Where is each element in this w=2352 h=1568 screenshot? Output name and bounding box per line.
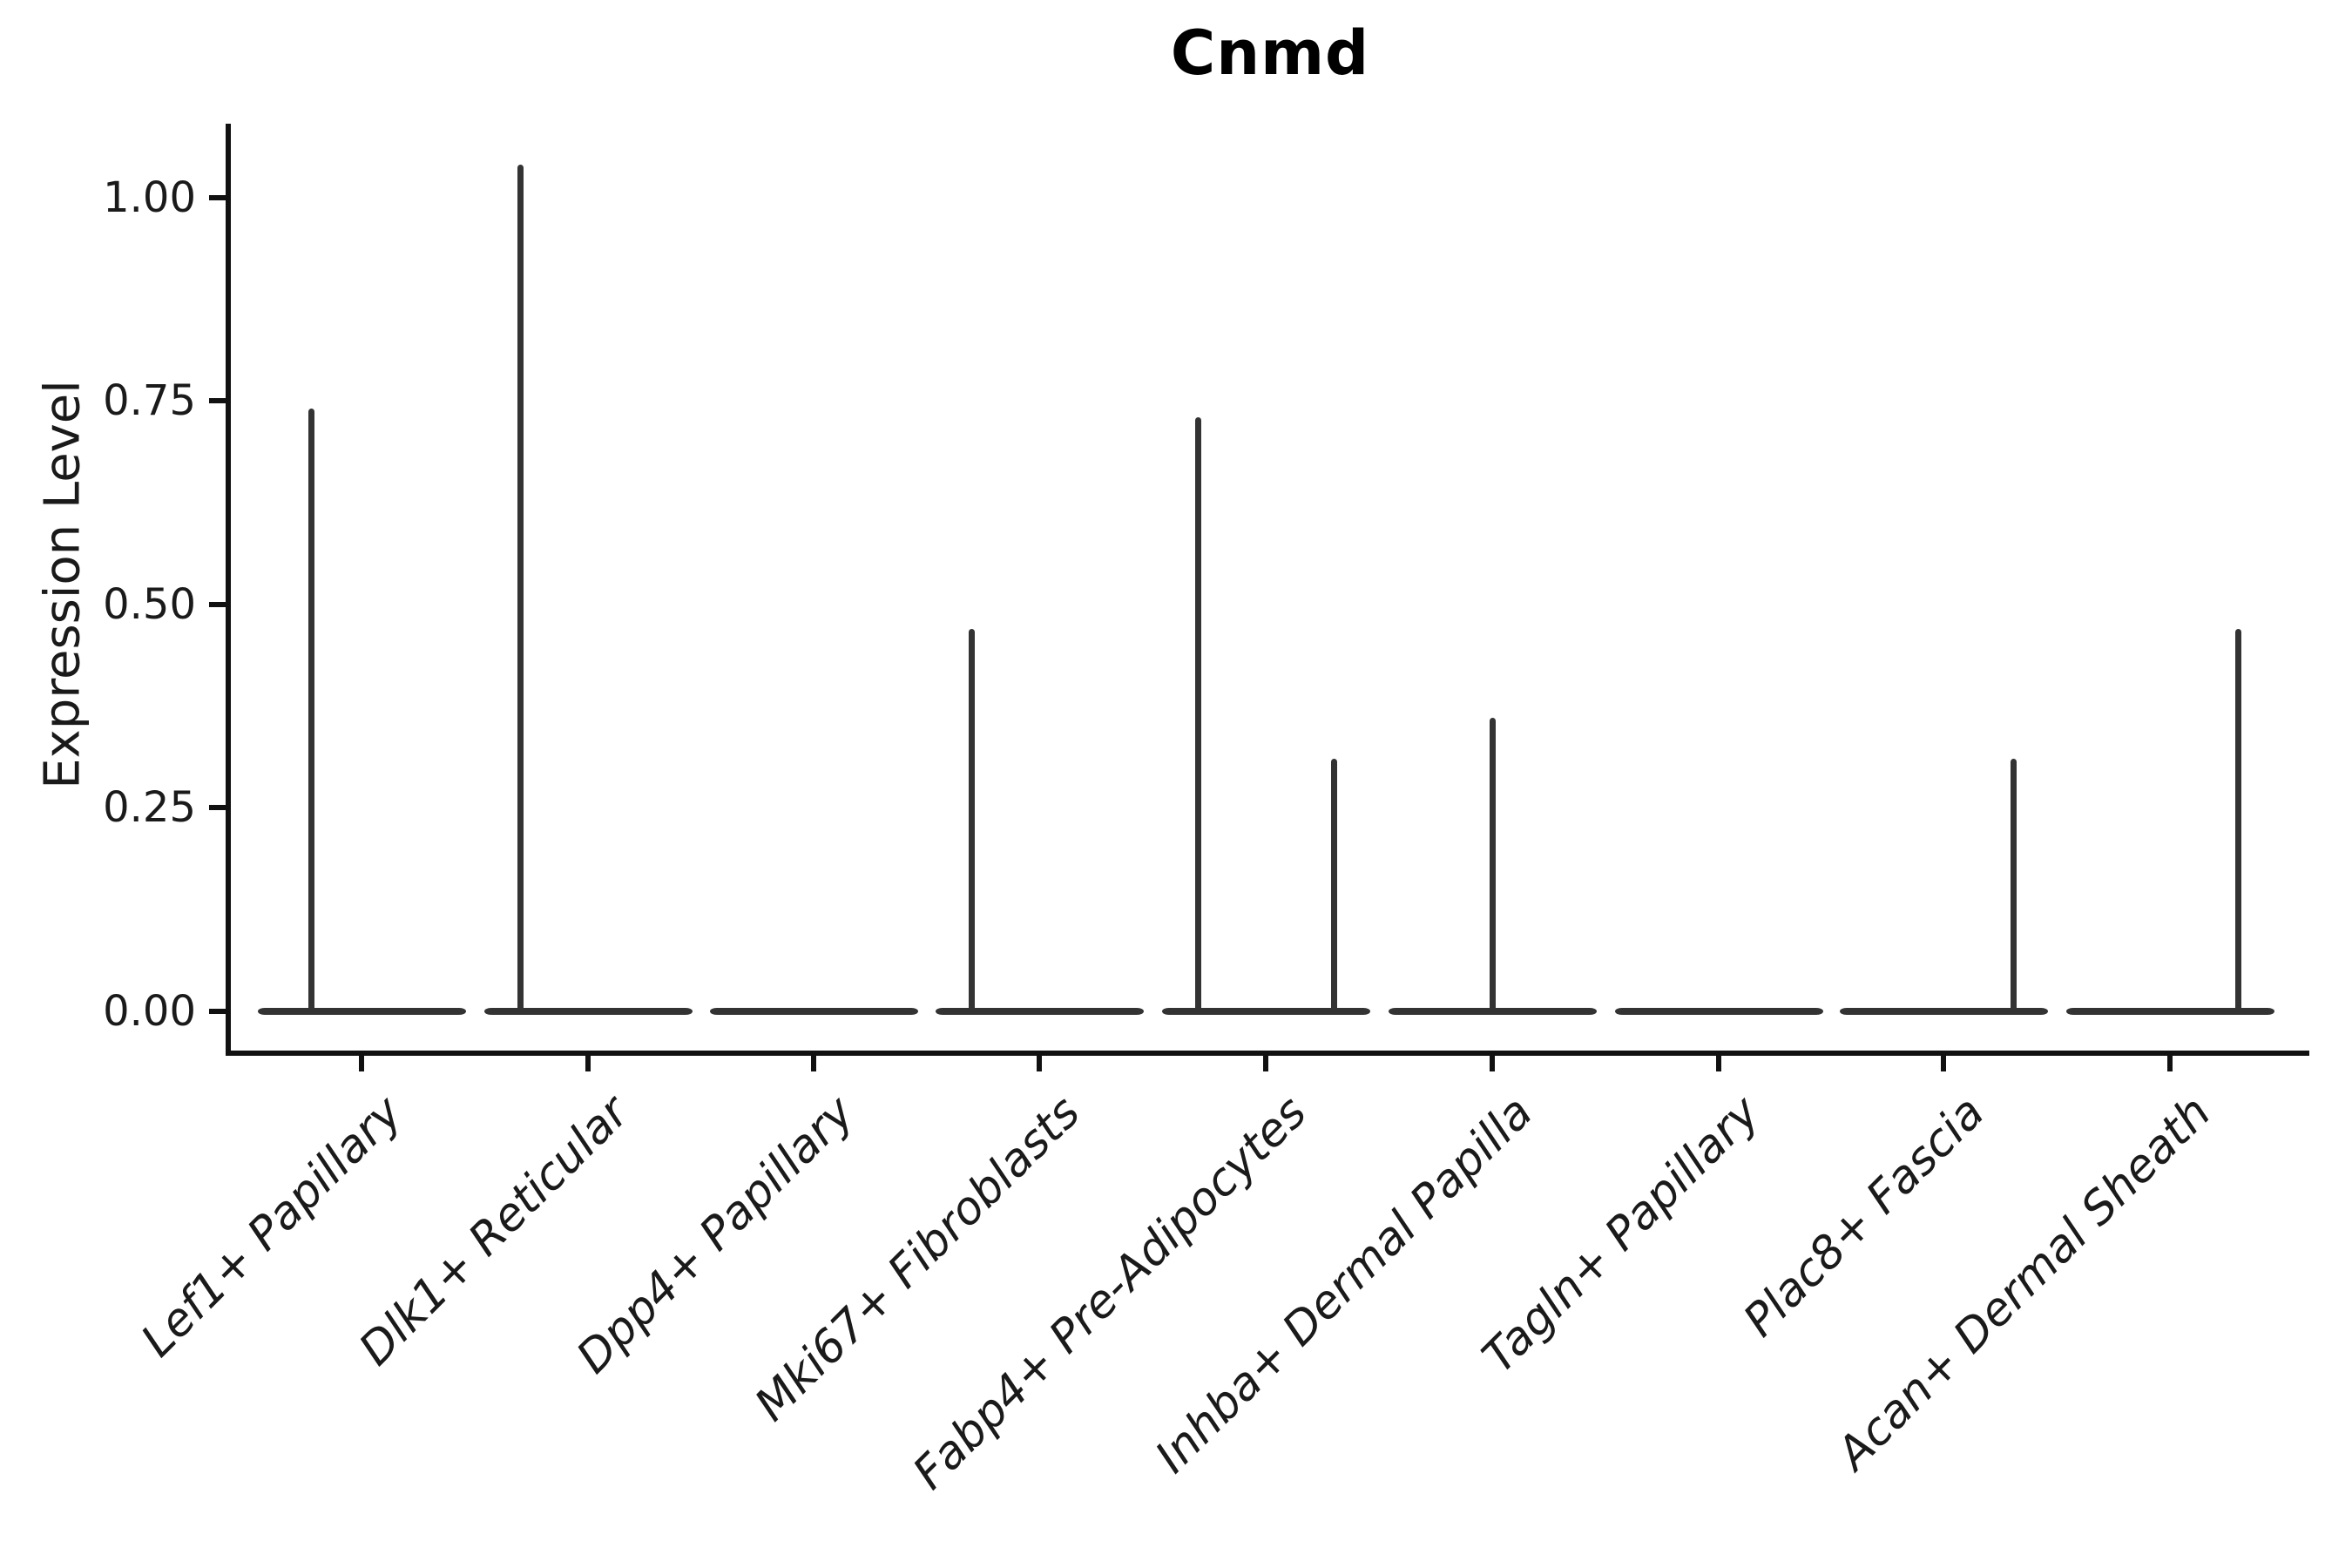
x-tickmark [585, 1052, 591, 1071]
violin-spike [2234, 628, 2241, 1015]
violin-baseline [483, 1008, 693, 1015]
x-tickmark [1263, 1052, 1268, 1071]
x-tick-label: Inhba+ Dermal Papilla [1146, 1086, 1544, 1484]
violin-spike [1489, 718, 1496, 1015]
violin-spike [1194, 416, 1201, 1015]
x-tickmark [811, 1052, 816, 1071]
violin-spike [308, 409, 315, 1015]
y-tick-label: 0.00 [103, 986, 196, 1036]
x-tickmark [1490, 1052, 1495, 1071]
violin-spike [968, 628, 975, 1015]
y-tick-label: 0.75 [103, 376, 196, 425]
x-tick-label: Plac8+ Fascia [1734, 1086, 1995, 1348]
violin-baseline [1161, 1008, 1370, 1015]
violin-baseline [257, 1008, 466, 1015]
y-tickmark [209, 1008, 228, 1014]
y-tickmark [209, 194, 228, 200]
x-tickmark [1037, 1052, 1042, 1071]
x-tick-label: Fabp4+ Pre-Adipocytes [902, 1086, 1317, 1500]
violin-baseline [1614, 1008, 1823, 1015]
x-tick-label: Acan+ Dermal Sheath [1827, 1086, 2221, 1480]
y-tick-label: 0.50 [103, 579, 196, 629]
y-tickmark [209, 398, 228, 403]
y-tickmark [209, 601, 228, 607]
violin-spike [2011, 758, 2017, 1015]
violin-spike [517, 165, 524, 1015]
violin-baseline [1839, 1008, 2048, 1015]
x-tickmark [1941, 1052, 1946, 1071]
violin-baseline [709, 1008, 918, 1015]
violin-baseline [2065, 1008, 2274, 1015]
y-tick-label: 0.25 [103, 783, 196, 832]
x-tickmark [359, 1052, 364, 1071]
y-axis-spine [226, 124, 231, 1056]
violin-spike [1330, 758, 1337, 1015]
chart-title: Cnmd [1170, 17, 1370, 89]
violin-baseline [935, 1008, 1144, 1015]
y-tick-label: 1.00 [103, 172, 196, 222]
y-tickmark [209, 805, 228, 810]
x-tickmark [2167, 1052, 2173, 1071]
x-tickmark [1716, 1052, 1721, 1071]
